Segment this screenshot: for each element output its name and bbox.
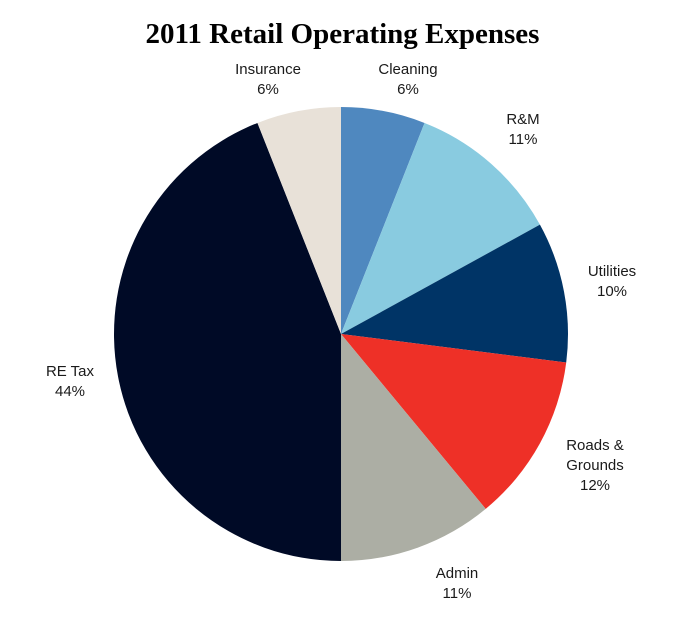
slice-label-value: 10%	[597, 283, 627, 300]
slice-label-randm: R&M 11%	[506, 111, 539, 148]
slice-label-utilities: Utilities 10%	[588, 263, 636, 300]
slice-label-name: Admin	[436, 565, 479, 582]
slice-label-name: Grounds	[566, 457, 624, 474]
slice-label-value: 12%	[580, 477, 610, 494]
slice-label-name: Utilities	[588, 263, 636, 280]
pie-slice-utilities	[341, 224, 568, 363]
slice-label-value: 11%	[509, 131, 538, 148]
slice-label-cleaning: Cleaning 6%	[378, 61, 437, 98]
pie-slice-admin	[341, 334, 486, 561]
pie-slice-randm	[341, 122, 540, 334]
pie-slice-cleaning	[341, 107, 425, 334]
slice-label-name: Insurance	[235, 61, 301, 78]
slice-label-value: 11%	[443, 585, 472, 602]
slice-label-name: R&M	[506, 111, 539, 128]
slice-label-roads-and-grounds: Roads & Grounds 12%	[566, 437, 624, 494]
slice-label-name: RE Tax	[46, 363, 95, 380]
slice-label-admin: Admin 11%	[436, 565, 479, 602]
slice-label-name: Cleaning	[378, 61, 437, 78]
slice-label-value: 6%	[397, 81, 419, 98]
slice-label-name: Roads &	[566, 437, 624, 454]
pie-slice-insurance	[257, 107, 341, 334]
slice-label-re-tax: RE Tax 44%	[46, 363, 95, 400]
slice-label-insurance: Insurance 6%	[235, 61, 301, 98]
chart-title: 2011 Retail Operating Expenses	[145, 18, 540, 50]
pie-slices	[114, 107, 568, 561]
slice-label-value: 44%	[55, 383, 85, 400]
pie-slice-roads-and-grounds	[341, 334, 567, 509]
slice-labels: Cleaning 6% R&M 11% Utilities 10% Roads & Groun…	[46, 61, 636, 602]
slice-label-value: 6%	[257, 81, 279, 98]
pie-slice-re-tax	[114, 122, 342, 561]
